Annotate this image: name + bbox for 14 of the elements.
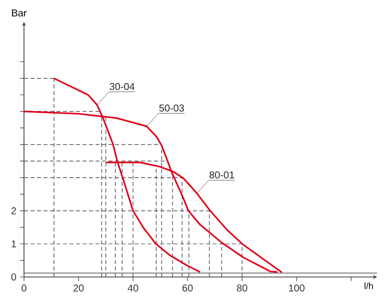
x-axis-title: l/h xyxy=(364,282,373,290)
x-tick-label: 20 xyxy=(73,284,84,292)
series-label: 30-04 xyxy=(110,82,134,90)
y-tick-label: 0 xyxy=(11,273,16,281)
series-label: 50-03 xyxy=(159,104,184,112)
x-tick-label: 80 xyxy=(236,284,248,292)
x-tick-label: 60 xyxy=(182,284,193,292)
y-axis-title: Bar xyxy=(12,10,27,16)
x-tick-label: 40 xyxy=(128,284,138,292)
y-tick-label: 2 xyxy=(11,207,16,214)
x-tick-label: 100 xyxy=(289,284,305,292)
series-label: 80-01 xyxy=(210,171,234,178)
y-tick-label: 1 xyxy=(12,240,16,248)
x-tick-label: 0 xyxy=(22,284,26,292)
